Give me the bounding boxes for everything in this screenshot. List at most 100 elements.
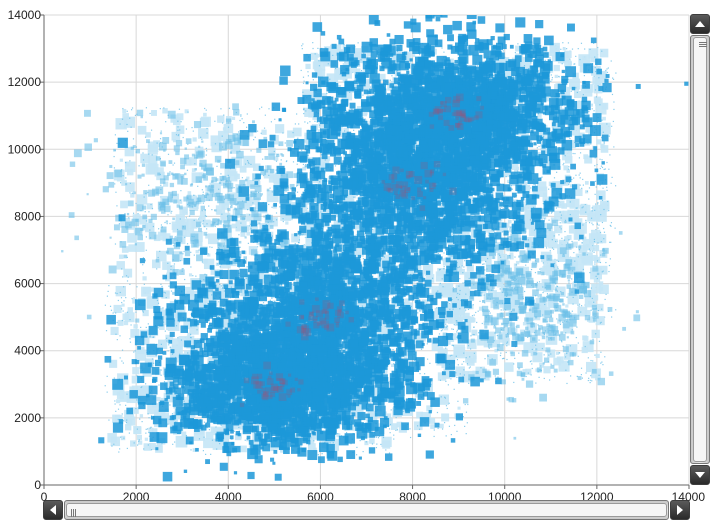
data-point	[599, 284, 609, 295]
data-point	[248, 132, 254, 137]
data-point	[147, 413, 149, 415]
data-point	[502, 50, 504, 52]
data-point	[176, 218, 189, 231]
data-point	[575, 87, 577, 89]
data-point	[205, 147, 207, 150]
data-point	[564, 236, 570, 242]
data-point	[351, 252, 361, 262]
data-point	[593, 42, 595, 44]
data-point	[585, 125, 593, 133]
data-point	[149, 427, 151, 429]
data-point	[204, 209, 206, 211]
data-point	[147, 144, 158, 155]
data-point	[557, 260, 560, 262]
data-point	[111, 445, 113, 447]
data-point	[222, 284, 224, 286]
data-point	[386, 381, 392, 387]
data-point	[231, 116, 236, 120]
data-point	[600, 145, 609, 153]
data-point	[239, 119, 241, 122]
data-point	[125, 404, 127, 406]
data-point	[151, 415, 153, 417]
data-point	[533, 183, 535, 185]
data-point	[303, 112, 305, 115]
data-point	[133, 442, 135, 444]
data-point	[125, 275, 128, 277]
data-point	[178, 108, 181, 110]
data-point	[160, 229, 167, 236]
data-point	[119, 448, 121, 450]
data-point	[359, 440, 361, 442]
data-point	[110, 326, 119, 336]
data-point	[397, 70, 399, 72]
data-point	[420, 348, 423, 350]
data-point	[121, 180, 127, 186]
data-point	[246, 266, 248, 268]
data-point	[553, 64, 560, 72]
data-point	[530, 141, 532, 143]
data-point	[418, 428, 421, 430]
data-point	[403, 355, 408, 359]
data-point	[127, 233, 137, 243]
data-point	[160, 224, 163, 226]
data-point	[169, 346, 171, 348]
data-point	[214, 225, 216, 227]
data-point	[248, 162, 250, 165]
data-point	[599, 104, 601, 106]
data-point	[536, 186, 548, 197]
data-point	[562, 55, 570, 63]
data-point	[594, 89, 597, 91]
data-point	[317, 129, 322, 134]
data-point	[456, 359, 459, 361]
data-point	[392, 201, 394, 204]
data-point	[611, 176, 613, 178]
data-point	[579, 206, 587, 214]
data-point	[279, 206, 281, 208]
data-point	[571, 48, 574, 50]
data-point	[371, 228, 374, 230]
data-point	[126, 311, 129, 313]
data-point	[196, 329, 198, 331]
data-point	[167, 350, 169, 352]
data-point	[564, 155, 566, 157]
data-point	[144, 437, 148, 441]
data-point	[577, 304, 579, 306]
data-point	[329, 78, 331, 80]
data-point	[268, 203, 270, 206]
data-point	[119, 357, 121, 359]
data-point	[130, 193, 135, 198]
data-point	[285, 221, 289, 225]
data-point	[609, 241, 611, 243]
data-point	[246, 213, 254, 222]
data-point	[595, 72, 606, 84]
data-point	[433, 435, 435, 438]
data-point	[588, 111, 590, 113]
data-point	[187, 349, 192, 354]
data-point	[532, 190, 539, 197]
data-point	[135, 311, 137, 313]
data-point	[137, 440, 143, 445]
data-point	[128, 244, 136, 252]
data-point	[331, 211, 337, 217]
data-point	[419, 373, 421, 375]
data-point	[254, 204, 261, 210]
data-point	[604, 168, 606, 170]
data-point	[161, 443, 163, 445]
data-point	[362, 94, 364, 96]
data-point	[172, 443, 174, 445]
data-point	[598, 224, 600, 226]
data-point	[302, 89, 314, 101]
data-point	[327, 63, 329, 65]
data-point	[119, 158, 123, 162]
data-point	[372, 212, 379, 219]
data-point	[146, 428, 149, 430]
data-point	[530, 62, 532, 64]
data-point	[525, 264, 527, 266]
data-point	[270, 446, 275, 452]
data-point	[176, 113, 184, 121]
data-point	[600, 254, 602, 256]
data-point	[164, 330, 166, 332]
data-point	[568, 282, 570, 284]
data-point	[106, 375, 108, 377]
data-point	[594, 193, 596, 195]
